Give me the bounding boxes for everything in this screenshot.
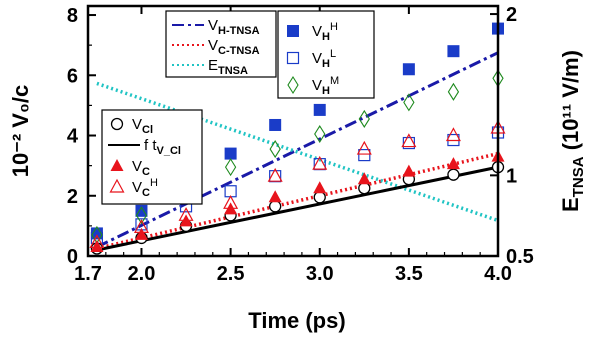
series-line-e-tnsa	[96, 81, 499, 223]
data-point	[269, 140, 281, 159]
data-point	[402, 63, 415, 76]
data-point	[402, 136, 415, 150]
legend-label: VC-TNSA	[208, 37, 260, 57]
data-point	[445, 127, 461, 142]
plot-frame	[86, 4, 500, 258]
legend-box	[165, 10, 277, 78]
data-point	[133, 219, 149, 233]
legend-marker-sample	[110, 159, 124, 171]
data-point	[90, 227, 103, 240]
x-tick-label: 1.7	[74, 263, 102, 285]
x-tick-label: 2.5	[217, 263, 245, 285]
data-point	[267, 167, 283, 182]
legend-label: VC	[132, 158, 150, 178]
data-point	[224, 147, 237, 160]
legend-label: VCH	[132, 177, 158, 199]
y-left-axis-title: 10⁻² V₀/c	[8, 85, 33, 177]
data-point	[403, 93, 415, 112]
data-point	[447, 45, 460, 58]
data-point	[89, 234, 105, 249]
data-point	[268, 190, 282, 203]
legend-marker-sample	[287, 75, 299, 95]
y-left-tick-label: 0	[67, 246, 78, 268]
legend-marker-sample	[287, 25, 299, 37]
series-line-v-c-tnsa	[96, 151, 499, 251]
data-point	[313, 191, 326, 204]
data-point	[358, 109, 370, 128]
data-point	[135, 206, 148, 225]
data-point	[446, 157, 460, 170]
data-point	[357, 172, 371, 185]
x-tick-label: 3.5	[395, 263, 423, 285]
legend-label: VHH	[312, 21, 338, 43]
legend-marker-sample	[109, 178, 125, 193]
y-right-tick-label: 2	[506, 4, 517, 26]
legend-label: VHL	[312, 48, 336, 70]
data-point	[356, 140, 372, 155]
legend-label: ETNSA	[208, 57, 248, 77]
data-point	[447, 168, 460, 181]
legend-2: VHH VHL VHM	[277, 10, 375, 99]
series-line-v-h-tnsa	[96, 51, 499, 249]
y-right-axis-title: ETNSA (10¹¹ V/m)	[558, 50, 587, 212]
data-point	[178, 207, 194, 221]
data-point	[402, 164, 416, 177]
legend-label: VCl	[132, 116, 153, 136]
y-right-tick-label: 1	[506, 165, 517, 187]
data-point	[135, 204, 148, 217]
data-point	[224, 158, 237, 177]
y-left-tick-label: 4	[67, 126, 79, 148]
data-point	[313, 181, 327, 194]
data-point	[358, 148, 371, 162]
y-left-tick-label: 2	[67, 186, 78, 208]
data-point	[447, 82, 460, 101]
y-left-tick-label: 8	[67, 5, 78, 27]
y-left-tick-label: 6	[67, 65, 78, 87]
series-line-f-t-v-cl	[96, 165, 499, 252]
x-tick-label: 4.0	[484, 263, 512, 285]
data-point	[314, 124, 326, 144]
x-tick-label: 2.0	[128, 263, 156, 285]
data-point	[90, 239, 104, 252]
data-point	[134, 227, 148, 240]
data-point	[269, 200, 282, 213]
data-point	[312, 155, 328, 170]
x-axis-title: Time (ps)	[248, 308, 345, 333]
data-point	[358, 182, 371, 195]
data-point	[401, 133, 417, 148]
legend-label: VHM	[312, 75, 339, 97]
y-right-tick-label: 0.5	[506, 246, 534, 268]
legend-marker-sample	[286, 51, 300, 65]
legend-label: f tV_Cl	[144, 137, 181, 157]
data-point	[223, 195, 239, 209]
legend-marker-sample	[110, 117, 124, 131]
data-point	[269, 118, 282, 131]
x-tick-label: 3.0	[306, 263, 334, 285]
legend-label: VH-TNSA	[208, 17, 260, 37]
data-point	[313, 103, 326, 116]
